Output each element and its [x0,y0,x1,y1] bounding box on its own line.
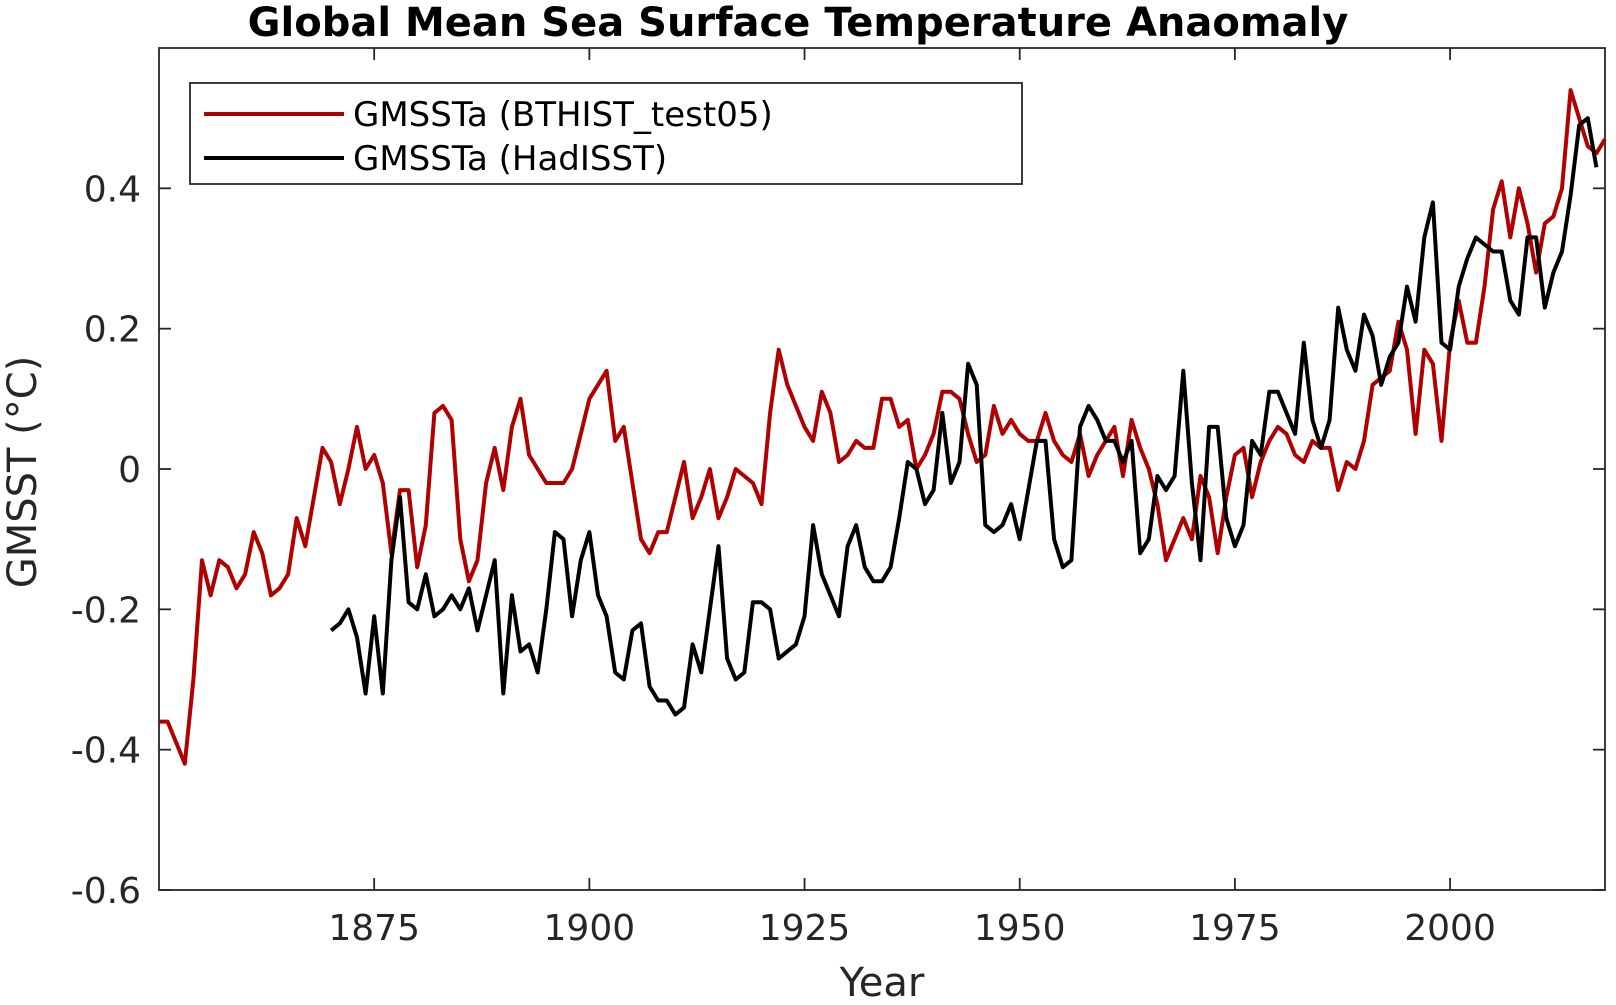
legend-label-hadisst: GMSSTa (HadISST) [353,139,667,179]
y-tick-label: 0 [118,450,141,491]
legend-box [189,82,1023,185]
x-axis-label: Year [839,960,925,1005]
x-tick-label: 1925 [759,908,851,949]
x-tick-label: 1975 [1189,908,1281,949]
plot-area [158,47,1607,891]
y-tick-label: -0.2 [71,590,141,631]
ticks [159,48,1605,891]
series-line-bthist [159,88,1607,766]
y-axis-label: GMSST (°C) [0,356,46,589]
y-tick-labels: -0.6 -0.4 -0.2 0 0.2 0.4 [71,169,141,912]
x-tick-label: 1950 [974,908,1066,949]
legend-label-bthist: GMSSTa (BTHIST_test05) [353,95,773,135]
x-tick-label: 1875 [328,908,420,949]
legend: GMSSTa (BTHIST_test05) GMSSTa (HadISST) [189,82,1023,185]
y-tick-label: -0.4 [71,731,141,772]
x-tick-label: 1900 [544,908,636,949]
y-tick-label: -0.6 [71,871,141,912]
series-lines [159,88,1607,766]
chart-title: Global Mean Sea Surface Temperature Anao… [248,0,1349,46]
y-tick-label: 0.2 [84,310,141,351]
x-tick-labels: 1875 1900 1925 1950 1975 2000 [328,908,1496,949]
series-line-hadisst [329,116,1599,717]
y-tick-label: 0.4 [84,169,141,210]
x-tick-label: 2000 [1404,908,1496,949]
